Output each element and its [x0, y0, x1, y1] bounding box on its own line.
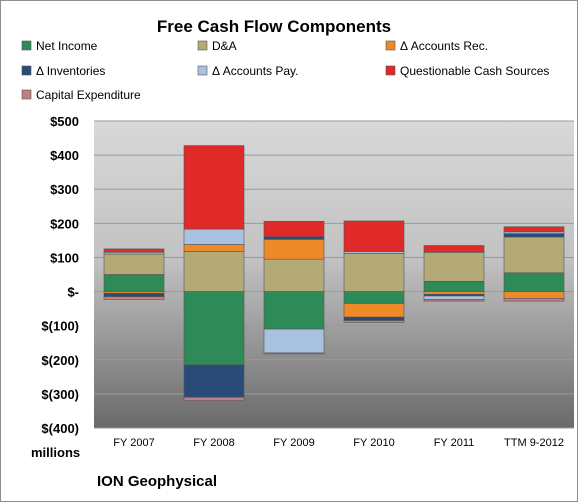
legend-label: Δ Inventories [36, 64, 105, 78]
y-tick-label: $- [67, 285, 79, 300]
legend-label: Net Income [36, 39, 98, 53]
legend-swatch [197, 65, 208, 76]
plot-area [94, 121, 574, 428]
y-tick-label: $(300) [41, 387, 79, 402]
bar-segment [183, 396, 245, 402]
legend-label: Δ Accounts Rec. [400, 39, 488, 53]
bar-segment [503, 272, 565, 292]
bar-segment [183, 244, 245, 252]
legend-label: Questionable Cash Sources [400, 64, 549, 78]
x-tick-label: FY 2010 [353, 437, 394, 449]
chart-title: Free Cash Flow Components [157, 17, 391, 36]
bar-segment [263, 352, 325, 355]
bar-segment [343, 320, 405, 323]
y-axis: $500 $400 $300 $200 $100 $- $(100) $(200) $(300)… [41, 114, 79, 436]
legend-swatch [385, 40, 396, 51]
y-tick-label: $(200) [41, 353, 79, 368]
bar-segment [263, 328, 325, 354]
bar-segment [423, 252, 485, 282]
x-tick-label: FY 2007 [113, 437, 154, 449]
gridlines [94, 120, 574, 429]
bar-segment [503, 233, 565, 238]
legend-swatch [197, 40, 208, 51]
legend-label: Capital Expenditure [36, 88, 141, 102]
legend-swatch [385, 65, 396, 76]
bar-segment [183, 291, 245, 366]
bar-segment [263, 236, 325, 240]
bar-segment [183, 251, 245, 292]
bar-segment [503, 291, 565, 299]
bar-segment [103, 296, 165, 300]
x-tick-label: FY 2011 [434, 437, 475, 449]
bar-segment [263, 291, 325, 330]
bar-segment [263, 258, 325, 292]
bar-segment [343, 253, 405, 292]
legend-swatch [21, 40, 32, 51]
x-tick-label: TTM 9-2012 [504, 437, 564, 449]
bar-segment [103, 253, 165, 275]
y-tick-label: $300 [50, 182, 79, 197]
bar-segment [423, 295, 485, 300]
y-tick-label: $(400) [41, 421, 79, 436]
bar-segment [503, 236, 565, 274]
bar-segment [343, 303, 405, 318]
y-tick-label: $100 [50, 250, 79, 265]
x-tick-label: FY 2008 [193, 437, 234, 449]
bar-segment [423, 299, 485, 302]
y-tick-label: $400 [50, 148, 79, 163]
company-name: ION Geophysical [97, 473, 217, 490]
y-tick-label: $200 [50, 216, 79, 231]
bar-segment [103, 292, 165, 297]
bar-segment [183, 145, 245, 230]
bar-segment [503, 298, 565, 302]
legend-swatch [21, 65, 32, 76]
y-tick-label: $(100) [41, 319, 79, 334]
y-tick-label: $500 [50, 114, 79, 129]
bar-segment [343, 291, 405, 304]
bar-segment [103, 248, 165, 253]
bar-segment [183, 228, 245, 245]
legend-label: Δ Accounts Pay. [212, 64, 299, 78]
bar-segment [183, 364, 245, 398]
bar-segment [263, 220, 325, 237]
legend: Net Income D&A Δ Accounts Rec. Δ Inventorie… [21, 39, 549, 102]
legend-label: D&A [212, 39, 237, 53]
bar-segment [263, 239, 325, 260]
x-tick-label: FY 2009 [273, 437, 314, 449]
bar-segment [423, 245, 485, 253]
bar-segment [343, 220, 405, 252]
bars [103, 145, 565, 402]
bar-segment [423, 281, 485, 292]
bar-segment [343, 316, 405, 321]
x-axis: FY 2007 FY 2008 FY 2009 FY 2010 FY 2011 TTM 9… [113, 437, 564, 449]
legend-swatch [21, 89, 32, 100]
bar-segment [103, 274, 165, 292]
y-axis-unit-label: millions [31, 445, 80, 460]
bar-segment [503, 226, 565, 233]
bar-segment [423, 291, 485, 295]
